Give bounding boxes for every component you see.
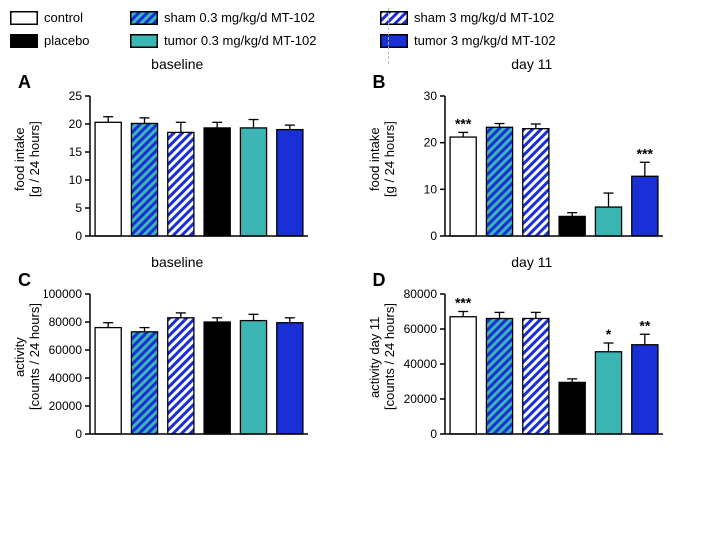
sig-marker: *** (636, 145, 653, 161)
ytick-label: 20000 (403, 392, 437, 406)
panel-title: day 11 (365, 56, 700, 72)
bar-control (95, 122, 121, 236)
chart-wrap: activity [counts / 24 hours] 0 20000 40000… (10, 272, 345, 442)
legend-col-1: control placebo (10, 10, 130, 48)
ytick-label: 5 (75, 201, 82, 215)
legend-label: sham 0.3 mg/kg/d MT-102 (164, 10, 315, 25)
swatch-tumor03 (130, 34, 158, 48)
bar-sham03 (131, 123, 157, 236)
chart-svg: 0 20000 40000 60000 80000 100000 (44, 272, 314, 442)
swatch-sham03 (130, 11, 158, 25)
ytick-label: 100000 (44, 287, 82, 301)
bar-control (450, 317, 476, 434)
swatch-tumor3 (380, 34, 408, 48)
legend-col-3: sham 3 mg/kg/d MT-102 tumor 3 mg/kg/d MT… (380, 10, 630, 48)
bar-tumor3 (631, 176, 657, 236)
chart-svg: 0 10 20 30 *** *** (399, 74, 669, 244)
ytick-label: 15 (69, 145, 83, 159)
bar-placebo (204, 128, 230, 236)
ytick-label: 10 (69, 173, 83, 187)
bar-placebo (204, 322, 230, 434)
ytick-label: 20 (69, 117, 83, 131)
bar-tumor3 (277, 323, 303, 434)
bar-tumor03 (240, 321, 266, 434)
ytick-label: 0 (75, 427, 82, 441)
panel-B: day 11 B food intake [g / 24 hours] 0102… (365, 56, 700, 244)
ytick-label: 60000 (49, 343, 83, 357)
bar-sham3 (168, 132, 194, 236)
ytick-label: 40000 (49, 371, 83, 385)
legend-col-2: sham 0.3 mg/kg/d MT-102 tumor 0.3 mg/kg/… (130, 10, 380, 48)
legend-item: sham 3 mg/kg/d MT-102 (380, 10, 630, 25)
ytick-label: 30 (423, 89, 437, 103)
chart-svg: 020000400006000080000****** (399, 272, 669, 442)
ytick-label: 20000 (49, 399, 83, 413)
ytick-label: 40000 (403, 357, 437, 371)
bar-sham3 (522, 319, 548, 435)
panel-title: baseline (10, 254, 345, 270)
y-axis-label: activity day 11 [counts / 24 hours] (365, 272, 399, 442)
panel-title: baseline (10, 56, 345, 72)
panel-D: day 11 D activity day 11 [counts / 24 ho… (365, 254, 700, 442)
swatch-sham3 (380, 11, 408, 25)
panel-C: baseline C activity [counts / 24 hours] … (10, 254, 345, 442)
bar-tumor03 (595, 207, 621, 236)
sig-marker: *** (454, 115, 471, 131)
swatch-placebo (10, 34, 38, 48)
legend-label: control (44, 10, 83, 25)
bar-tumor03 (595, 352, 621, 434)
legend-label: placebo (44, 33, 90, 48)
y-axis-label: activity [counts / 24 hours] (10, 272, 44, 442)
legend-label: tumor 3 mg/kg/d MT-102 (414, 33, 556, 48)
chart-wrap: food intake [g / 24 hours] 0 5 10 15 20 25 (10, 74, 345, 244)
bar-control (450, 137, 476, 236)
panel-A: baseline A food intake [g / 24 hours] 05… (10, 56, 345, 244)
bar-placebo (559, 216, 585, 236)
bar-sham03 (486, 319, 512, 435)
legend: control placebo sham 0.3 mg/kg/d MT-102 (10, 10, 699, 48)
bar-sham3 (522, 129, 548, 236)
bar-tumor3 (277, 130, 303, 236)
bar-tumor03 (240, 128, 266, 236)
ytick-label: 10 (423, 182, 437, 196)
bar-sham03 (486, 127, 512, 236)
panels-grid: baseline A food intake [g / 24 hours] 05… (10, 56, 699, 442)
panel-title: day 11 (365, 254, 700, 270)
bar-tumor3 (631, 345, 657, 434)
sig-marker: *** (454, 295, 471, 311)
bar-placebo (559, 382, 585, 434)
legend-label: sham 3 mg/kg/d MT-102 (414, 10, 554, 25)
ytick-label: 80000 (49, 315, 83, 329)
y-axis-label: food intake [g / 24 hours] (10, 74, 44, 244)
swatch-control (10, 11, 38, 25)
ytick-label: 20 (423, 136, 437, 150)
bar-control (95, 328, 121, 434)
chart-svg: 0 5 10 15 20 25 (44, 74, 314, 244)
sig-marker: ** (639, 317, 650, 333)
y-axis-label: food intake [g / 24 hours] (365, 74, 399, 244)
legend-item: sham 0.3 mg/kg/d MT-102 (130, 10, 380, 25)
ytick-label: 0 (430, 229, 437, 243)
legend-label: tumor 0.3 mg/kg/d MT-102 (164, 33, 316, 48)
legend-item: tumor 3 mg/kg/d MT-102 (380, 33, 630, 48)
ytick-label: 80000 (403, 287, 437, 301)
sig-marker: * (605, 326, 611, 342)
ytick-label: 60000 (403, 322, 437, 336)
bar-sham3 (168, 318, 194, 434)
bar-sham03 (131, 332, 157, 434)
legend-item: control (10, 10, 130, 25)
ytick-label: 0 (430, 427, 437, 441)
ytick-label: 0 (75, 229, 82, 243)
legend-item: tumor 0.3 mg/kg/d MT-102 (130, 33, 380, 48)
chart-wrap: food intake [g / 24 hours] 0 10 20 30 *** *** (365, 74, 700, 244)
ytick-label: 25 (69, 89, 83, 103)
legend-item: placebo (10, 33, 130, 48)
chart-wrap: activity day 11 [counts / 24 hours] 0 200… (365, 272, 700, 442)
